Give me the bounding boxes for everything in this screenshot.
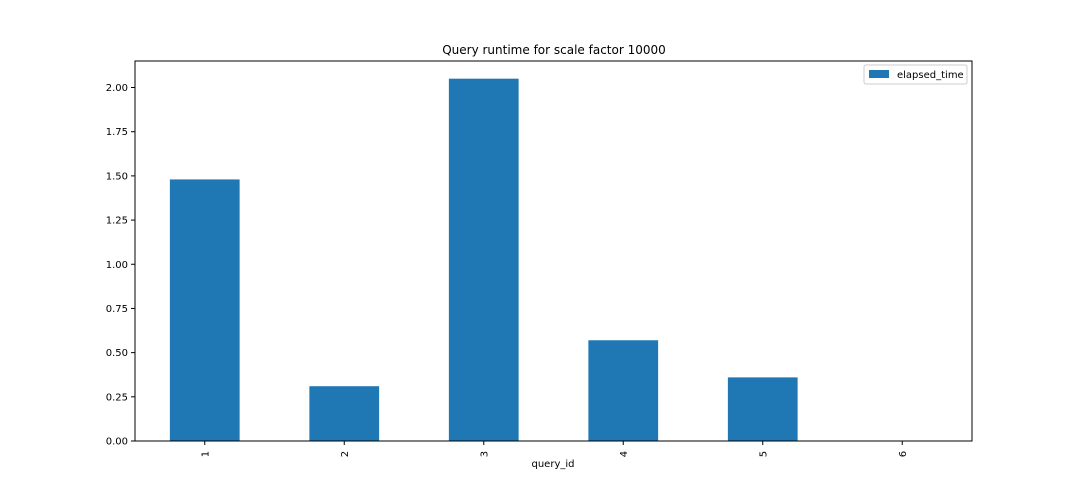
x-tick-label: 5 (758, 451, 769, 457)
legend-swatch (869, 70, 889, 78)
y-tick-label: 2.00 (106, 83, 128, 94)
x-tick-label: 4 (619, 451, 630, 457)
x-tick-label: 2 (340, 451, 351, 457)
bar-4 (588, 340, 659, 441)
y-tick-label: 0.00 (106, 437, 128, 448)
y-tick-label: 0.50 (106, 348, 128, 359)
y-tick-label: 1.75 (106, 127, 128, 138)
y-tick-label: 0.75 (106, 304, 128, 315)
y-tick-label: 1.00 (106, 260, 128, 271)
bar-3 (448, 78, 519, 442)
y-tick-label: 1.25 (106, 216, 128, 227)
legend: elapsed_time (863, 64, 968, 85)
bar-1 (169, 179, 240, 441)
plot-frame (134, 60, 973, 442)
legend-box (863, 64, 968, 85)
bars-group (169, 78, 798, 442)
x-tick-label: 1 (200, 451, 211, 457)
x-axis: 1 2 3 4 5 6 (200, 441, 909, 457)
legend-label: elapsed_time (897, 70, 964, 81)
x-tick-label: 3 (479, 451, 490, 457)
bar-2 (309, 386, 380, 441)
y-tick-label: 1.50 (106, 171, 128, 182)
x-axis-title: query_id (532, 459, 575, 470)
x-tick-label: 6 (898, 451, 909, 457)
y-axis: 0.00 0.25 0.50 0.75 1.00 1.25 1.50 1.75 2.00 (106, 83, 135, 448)
chart-title: Query runtime for scale factor 10000 (442, 43, 666, 57)
y-tick-label: 0.25 (106, 392, 128, 403)
bar-5 (727, 377, 798, 441)
